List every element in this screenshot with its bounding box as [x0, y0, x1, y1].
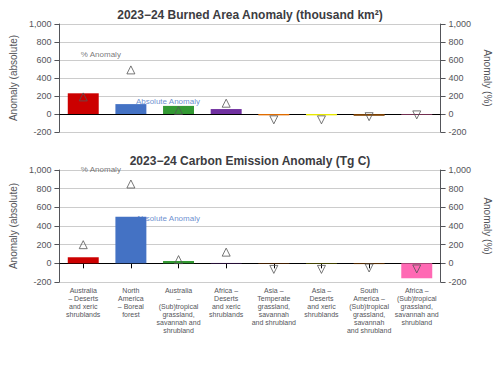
- svg-text:600: 600: [36, 55, 51, 65]
- svg-text:shrublands: shrublands: [66, 311, 101, 318]
- svg-text:(Sub)tropical: (Sub)tropical: [397, 295, 437, 303]
- svg-text:– Deserts: – Deserts: [68, 295, 98, 302]
- svg-text:-200: -200: [449, 127, 467, 137]
- svg-text:North: North: [122, 287, 139, 294]
- svg-text:-200: -200: [33, 277, 51, 287]
- svg-text:savannah: savannah: [259, 311, 289, 318]
- svg-text:Absolute Anomaly: Absolute Anomaly: [136, 214, 200, 223]
- svg-text:0: 0: [46, 258, 51, 268]
- svg-text:400: 400: [449, 73, 464, 83]
- svg-text:Absolute Anomaly: Absolute Anomaly: [136, 97, 200, 106]
- svg-text:800: 800: [36, 37, 51, 47]
- svg-text:% Anomaly: % Anomaly: [81, 165, 121, 174]
- svg-text:– Boreal: – Boreal: [118, 303, 145, 310]
- svg-text:Temperate: Temperate: [257, 295, 290, 303]
- svg-text:savannah and: savannah and: [395, 311, 439, 318]
- svg-text:Anomaly (%): Anomaly (%): [482, 197, 493, 254]
- svg-text:grassland,: grassland,: [353, 311, 385, 319]
- svg-text:600: 600: [449, 202, 464, 212]
- svg-text:1,000: 1,000: [449, 165, 472, 175]
- svg-text:Asia –: Asia –: [312, 287, 332, 294]
- svg-text:Anomaly (absolute): Anomaly (absolute): [8, 35, 19, 121]
- svg-text:2023−24 Carbon Emission Anomal: 2023−24 Carbon Emission Anomaly (Tg C): [130, 154, 371, 168]
- svg-text:grassland,: grassland,: [162, 311, 194, 319]
- svg-text:1,000: 1,000: [29, 165, 52, 175]
- svg-text:600: 600: [36, 202, 51, 212]
- svg-text:and shrubland: and shrubland: [347, 327, 391, 334]
- svg-text:% Anomaly: % Anomaly: [81, 50, 121, 59]
- svg-text:400: 400: [36, 221, 51, 231]
- svg-text:400: 400: [36, 73, 51, 83]
- svg-text:200: 200: [449, 91, 464, 101]
- svg-text:2023−24 Burned Area Anomaly (t: 2023−24 Burned Area Anomaly (thousand km…: [117, 8, 383, 22]
- svg-text:1,000: 1,000: [29, 19, 52, 29]
- svg-text:800: 800: [36, 184, 51, 194]
- svg-text:Asia –: Asia –: [264, 287, 284, 294]
- svg-text:shrublands: shrublands: [304, 311, 339, 318]
- svg-text:1,000: 1,000: [449, 19, 472, 29]
- svg-text:and xeric: and xeric: [307, 303, 336, 310]
- svg-text:Anomaly (absolute): Anomaly (absolute): [8, 183, 19, 269]
- svg-text:Deserts: Deserts: [214, 295, 239, 302]
- svg-text:400: 400: [449, 221, 464, 231]
- svg-text:Africa –: Africa –: [214, 287, 238, 294]
- svg-text:Africa –: Africa –: [405, 287, 429, 294]
- svg-text:America: America: [118, 295, 144, 302]
- svg-text:Australia: Australia: [70, 287, 97, 294]
- svg-text:200: 200: [36, 240, 51, 250]
- svg-text:and shrubland: and shrubland: [252, 319, 296, 326]
- svg-text:and xeric: and xeric: [212, 303, 241, 310]
- svg-text:savannah: savannah: [354, 319, 384, 326]
- svg-text:shrubland: shrubland: [163, 327, 194, 334]
- svg-text:800: 800: [449, 184, 464, 194]
- svg-text:Anomaly (%): Anomaly (%): [482, 49, 493, 106]
- svg-text:0: 0: [449, 109, 454, 119]
- svg-text:shrublands: shrublands: [209, 311, 244, 318]
- svg-text:Australia: Australia: [165, 287, 192, 294]
- svg-text:and xeric: and xeric: [69, 303, 98, 310]
- svg-text:800: 800: [449, 37, 464, 47]
- svg-text:grassland,: grassland,: [258, 303, 290, 311]
- svg-text:–: –: [177, 295, 181, 302]
- svg-text:Deserts: Deserts: [309, 295, 334, 302]
- svg-text:(Sub)tropical: (Sub)tropical: [349, 303, 389, 311]
- svg-text:forest: forest: [122, 311, 140, 318]
- svg-text:(Sub)tropical: (Sub)tropical: [159, 303, 199, 311]
- svg-text:savannah and: savannah and: [157, 319, 201, 326]
- svg-text:0: 0: [449, 258, 454, 268]
- svg-text:200: 200: [449, 240, 464, 250]
- svg-text:America –: America –: [353, 295, 385, 302]
- svg-text:200: 200: [36, 91, 51, 101]
- svg-text:-200: -200: [449, 277, 467, 287]
- svg-text:grassland,: grassland,: [401, 303, 433, 311]
- svg-text:South: South: [360, 287, 378, 294]
- svg-text:0: 0: [46, 109, 51, 119]
- svg-text:600: 600: [449, 55, 464, 65]
- svg-text:-200: -200: [33, 127, 51, 137]
- svg-text:shrubland: shrubland: [401, 319, 432, 326]
